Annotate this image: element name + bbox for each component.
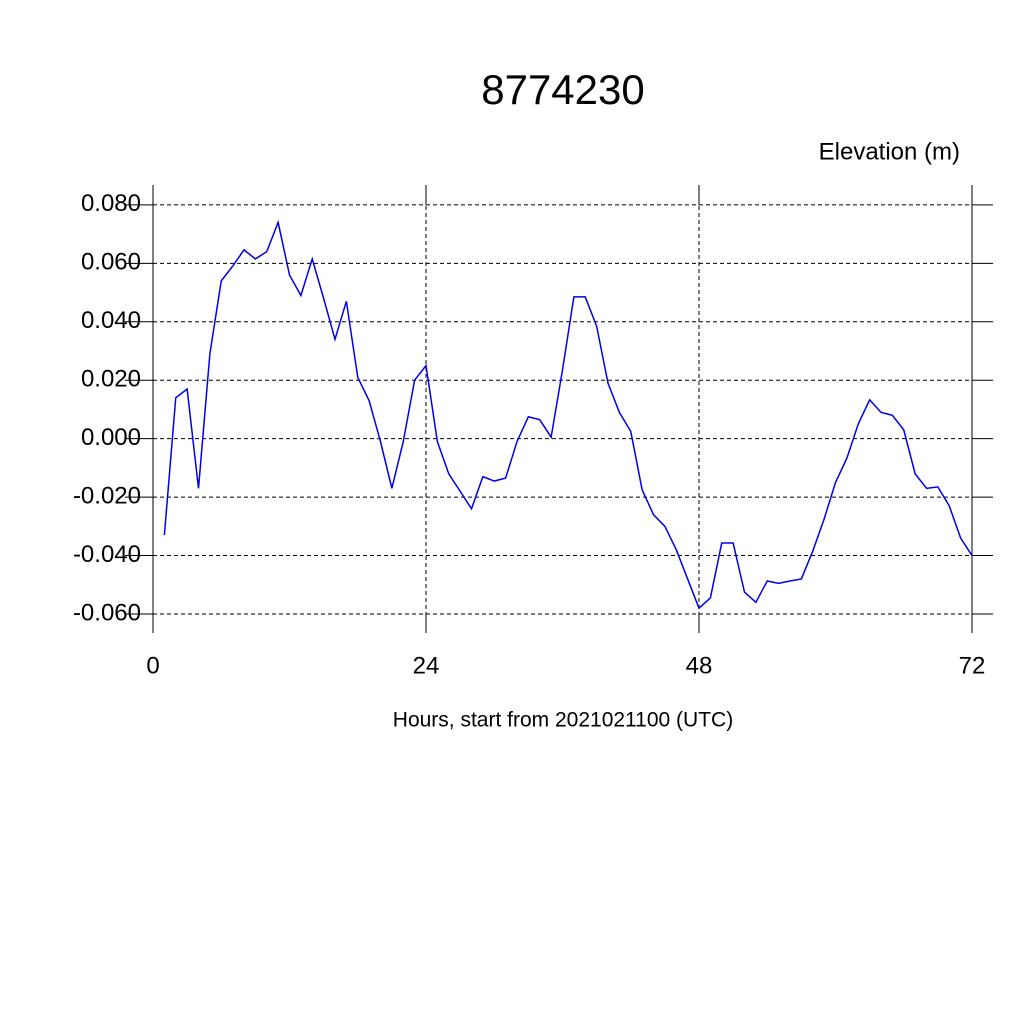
y-tick-label: 0.060 bbox=[81, 249, 141, 276]
y-tick-label: -0.040 bbox=[73, 541, 141, 568]
x-axis-label: Hours, start from 2021021100 (UTC) bbox=[393, 709, 733, 732]
x-tick-label: 0 bbox=[146, 652, 159, 679]
y-tick-label: -0.060 bbox=[73, 599, 141, 626]
y-tick-label: 0.000 bbox=[81, 424, 141, 451]
data-line bbox=[163, 219, 973, 610]
y-tick-label: 0.020 bbox=[81, 366, 141, 393]
x-tick-label: 24 bbox=[413, 652, 440, 679]
x-tick-label: 72 bbox=[959, 652, 986, 679]
axis-unit: Elevation (m) bbox=[819, 138, 960, 165]
y-tick-label: 0.040 bbox=[81, 307, 141, 334]
x-tick-label: 48 bbox=[686, 652, 713, 679]
y-tick-label: 0.080 bbox=[81, 190, 141, 217]
chart-title: 8774230 bbox=[481, 66, 645, 113]
y-tick-label: -0.020 bbox=[73, 482, 141, 509]
